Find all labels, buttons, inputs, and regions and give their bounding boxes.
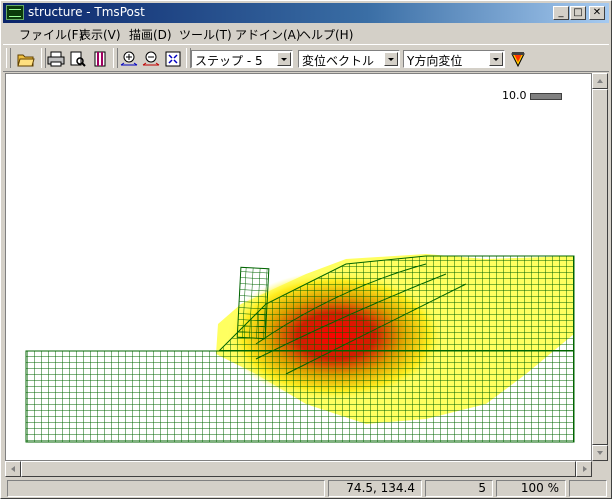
display-select-value: 変位ベクトル [302,54,375,68]
minimize-button[interactable]: _ [553,6,569,20]
scrollbar-corner [592,461,608,477]
copy-icon[interactable] [89,48,111,70]
chevron-down-icon[interactable] [489,52,503,66]
step-select[interactable]: ステップ - 5 [191,50,293,68]
toolbar-separator [186,48,191,68]
chevron-down-icon[interactable] [384,52,398,66]
status-extra [569,480,607,497]
zoom-in-icon[interactable] [118,48,140,70]
foundation-mesh [25,350,575,443]
menu-tools[interactable]: ツール(T) [179,28,232,42]
embankment-mesh [217,255,575,352]
vertical-scroll-thumb[interactable] [592,89,608,445]
toolbar: ステップ - 5 変位ベクトル Y方向変位 [3,44,609,72]
status-coordinates: 74.5, 134.4 [328,480,422,497]
menu-addin[interactable]: アドイン(A) [235,28,301,42]
scroll-right-button[interactable] [576,461,592,477]
display-select[interactable]: 変位ベクトル [298,50,400,68]
horizontal-scrollbar[interactable] [5,461,592,477]
close-button[interactable]: ✕ [589,6,605,20]
component-select-value: Y方向変位 [407,54,463,68]
window-title: structure - TmsPost [28,5,145,19]
component-select[interactable]: Y方向変位 [403,50,505,68]
app-icon[interactable] [6,5,24,20]
toolbar-grip[interactable] [6,48,11,68]
vector-scale-bar [530,93,562,100]
scroll-down-button[interactable] [592,445,608,461]
fit-view-icon[interactable] [162,48,184,70]
status-step: 5 [425,480,493,497]
status-bar: 74.5, 134.4 5 100 % [3,478,609,498]
zoom-out-icon[interactable] [140,48,162,70]
menu-file[interactable]: ファイル(F) [19,28,84,42]
print-icon[interactable] [45,48,67,70]
maximize-button[interactable]: □ [570,6,586,20]
color-palette-icon[interactable] [507,48,529,70]
wall-mesh [236,266,270,340]
open-icon[interactable] [15,48,37,70]
status-zoom: 100 % [496,480,566,497]
menu-draw[interactable]: 描画(D) [129,28,172,42]
step-select-value: ステップ - 5 [195,54,263,68]
toolbar-separator [113,48,118,68]
scroll-up-button[interactable] [592,73,608,89]
deformation-lines [255,263,467,375]
chevron-down-icon[interactable] [277,52,291,66]
vertical-scrollbar[interactable] [592,73,608,461]
menu-view[interactable]: 表示(V) [79,28,121,42]
menu-help[interactable]: ヘルプ(H) [299,28,354,42]
vector-scale-label: 10.0 [502,89,527,102]
horizontal-scroll-thumb[interactable] [21,461,576,477]
scroll-left-button[interactable] [5,461,21,477]
mesh-plot [25,254,575,443]
status-message [7,480,325,497]
print-preview-icon[interactable] [67,48,89,70]
toolbar-separator [41,48,46,68]
model-view-canvas[interactable]: 10.0 [5,73,592,461]
menu-bar: ファイル(F) 表示(V) 描画(D) ツール(T) アドイン(A) ヘルプ(H… [3,24,609,42]
title-bar[interactable]: structure - TmsPost _ □ ✕ [3,3,609,23]
